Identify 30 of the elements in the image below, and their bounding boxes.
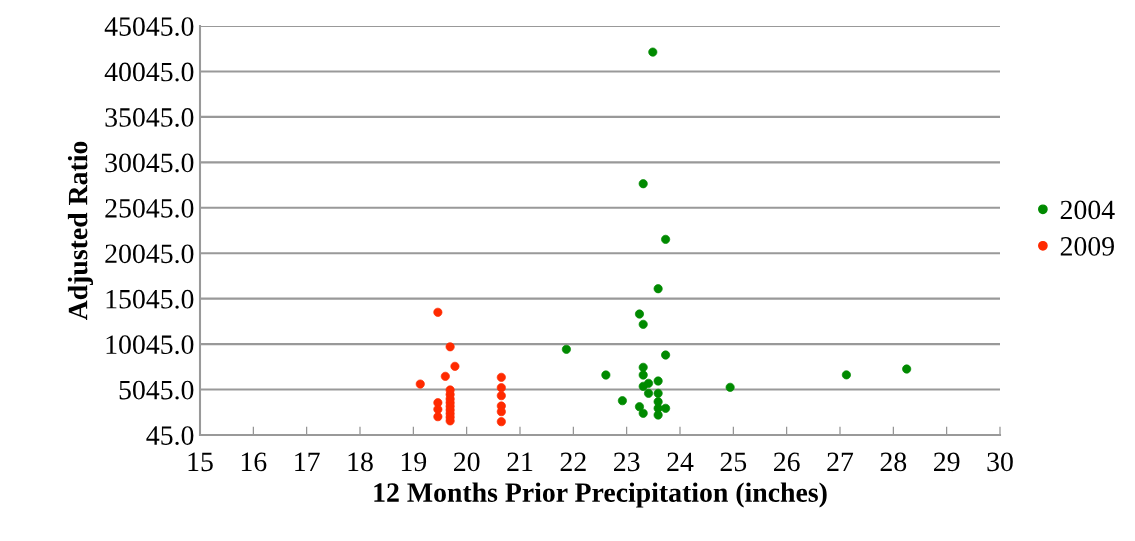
y-axis-title: Adjusted Ratio (67, 141, 94, 321)
x-tick-label: 21 (507, 452, 533, 471)
x-tick-label: 20 (454, 452, 480, 472)
y-tick-label: 45045.0 (104, 17, 194, 37)
x-tick-label: 30 (987, 452, 1013, 472)
legend-label: 2004 (1060, 200, 1115, 220)
x-tick-label: 28 (880, 452, 907, 472)
x-tick-label: 27 (827, 452, 854, 471)
y-tick-label: 30045.0 (105, 153, 194, 173)
x-tick-label: 15 (188, 452, 213, 472)
x-tick-label: 26 (774, 452, 800, 472)
x-axis-title: 12 Months Prior Precipitation (inches) (374, 482, 827, 508)
x-tick-label: 22 (560, 452, 586, 471)
y-tick-label: 45.0 (146, 426, 194, 446)
y-tick-label: 25045.0 (105, 198, 194, 218)
x-tick-label: 24 (667, 452, 694, 471)
x-tick-label: 25 (720, 452, 747, 472)
x-tick-label: 16 (241, 452, 267, 472)
y-tick-label: 5045.0 (119, 380, 194, 400)
x-tick-label: 23 (614, 452, 640, 472)
x-tick-label: 17 (295, 452, 320, 471)
x-tick-label: 18 (348, 452, 373, 472)
y-tick-label: 40045.0 (104, 62, 194, 82)
y-tick-label: 10045.0 (106, 335, 194, 355)
y-tick-label: 20045.0 (105, 244, 194, 264)
x-tick-label: 29 (934, 452, 960, 472)
x-tick-label: 19 (401, 452, 427, 472)
y-tick-label: 15045.0 (106, 289, 194, 309)
y-tick-label: 35045.0 (105, 108, 194, 127)
legend-label: 2009 (1060, 237, 1114, 256)
